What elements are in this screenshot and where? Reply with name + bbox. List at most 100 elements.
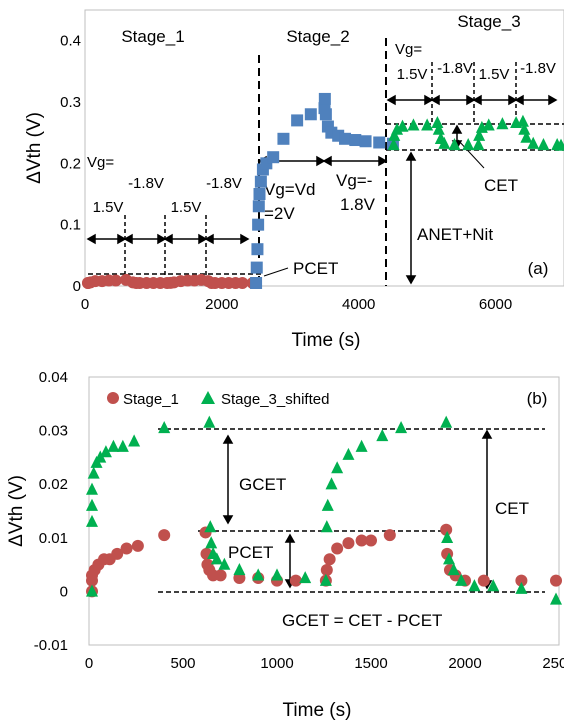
data-point-stage-2 [373, 136, 386, 149]
cet-label: CET [484, 176, 518, 195]
data-point-stage-1 [365, 534, 377, 547]
panel-a-ylabel: ΔVth (V) [24, 112, 45, 184]
data-point-stage-1 [477, 574, 490, 587]
stage-2-bias-2b: 1.8V [340, 195, 376, 214]
data-point-stage-1 [109, 274, 122, 287]
panel-a-ytick-label: 0.3 [60, 94, 81, 111]
panel-b-xtick-label: 2500 [542, 655, 564, 672]
data-point-stage-3 [462, 138, 475, 151]
data-point-stage-3 [387, 138, 400, 151]
data-point-stage-1 [111, 547, 124, 560]
gcet-arrow [222, 434, 234, 525]
data-point-stage-2 [349, 134, 362, 147]
data-point-stage-3 [496, 117, 509, 130]
panel-a-ytick-label: 0.4 [60, 33, 81, 50]
data-point-stage-1 [120, 542, 133, 555]
data-point-stage-3 [482, 118, 495, 131]
data-point-stage-3-shifted [319, 573, 332, 586]
panel-b-series [86, 415, 562, 605]
data-point-stage-3-shifted [158, 421, 171, 434]
panel-b-ytick-label: 0.01 [39, 530, 68, 547]
pcet-leader [263, 267, 289, 277]
panel-b-ytick-label: 0.04 [39, 369, 68, 386]
data-point-stage-1 [383, 529, 396, 542]
panel-a-xtick-label: 4000 [342, 296, 375, 313]
panel-a-xtick-label: 2000 [205, 296, 238, 313]
data-point-stage-2 [250, 261, 263, 274]
data-point-stage-3 [472, 138, 485, 151]
panel-b-ylabel: ΔVth (V) [6, 475, 27, 547]
stage-1-bias-1: 1.5V [93, 199, 124, 216]
panel-b-ytick-label: 0.03 [39, 423, 68, 440]
panel-a-ytick-label: 0 [73, 278, 81, 295]
data-point-stage-3-shifted [376, 429, 389, 442]
anet-label: ANET+Nit [417, 225, 493, 244]
stage-3-bias-1: 1.5V [397, 66, 428, 83]
data-point-stage-2 [252, 218, 265, 231]
legend-marker-stage-3 [201, 391, 215, 404]
stage-3-bias-2: -1.8V [437, 60, 473, 77]
data-point-stage-3 [396, 119, 409, 132]
data-point-stage-3-shifted [321, 498, 334, 511]
data-point-stage-3 [438, 136, 451, 149]
stage-2-bias-2a: Vg=- [336, 171, 372, 190]
data-point-stage-2 [253, 188, 266, 200]
data-point-stage-3-shifted [447, 563, 460, 576]
data-point-stage-1 [320, 563, 333, 576]
data-point-stage-3 [391, 122, 404, 135]
panel-a-ytick-label: 0.2 [60, 155, 81, 172]
panel-b-label: (b) [527, 389, 548, 408]
data-point-stage-3-shifted [455, 573, 468, 586]
panel-a-xtick-label: 0 [81, 296, 89, 313]
data-point-stage-3-shifted [116, 439, 129, 452]
panel-b-xtick-label: 0 [85, 655, 93, 672]
data-point-stage-3-shifted [468, 579, 481, 592]
data-point-stage-2 [325, 126, 338, 139]
cet-label-b: CET [495, 499, 529, 518]
stage-2-label: Stage_2 [286, 27, 349, 46]
stage-2-bias-1a: Vg=Vd [264, 180, 316, 199]
data-point-stage-3-shifted [515, 581, 528, 594]
formula-label: GCET = CET - PCET [282, 611, 442, 630]
legend-label-stage-3: Stage_3_shifted [221, 391, 329, 408]
data-point-stage-1 [323, 553, 336, 566]
data-point-stage-3-shifted [331, 461, 344, 474]
data-point-stage-3-shifted [210, 552, 223, 565]
data-point-stage-3-shifted [218, 557, 231, 570]
stage-3-bias-4: -1.8V [520, 60, 556, 77]
legend-marker-stage-1 [107, 392, 119, 404]
panel-a-label: (a) [528, 259, 549, 278]
panel-a-ytick-label: 0.1 [60, 217, 81, 234]
panel-b-ytick-label: -0.01 [34, 637, 68, 654]
data-point-stage-2 [319, 108, 332, 121]
stage-1-bias-4: -1.8V [206, 175, 242, 192]
data-point-stage-3 [516, 114, 529, 127]
stage-1-bias-2: -1.8V [128, 175, 164, 192]
data-point-stage-3-shifted [441, 530, 454, 543]
stage-1-label: Stage_1 [121, 27, 184, 46]
stage-3-label: Stage_3 [457, 12, 520, 31]
data-point-stage-3 [421, 118, 434, 131]
data-point-stage-3-shifted [233, 563, 246, 576]
legend: Stage_1 Stage_3_shifted [107, 391, 329, 408]
data-point-stage-2 [291, 114, 304, 127]
data-point-stage-3 [518, 122, 531, 135]
data-point-stage-2 [250, 277, 263, 289]
stage-3-bias-3: 1.5V [479, 66, 510, 83]
data-point-stage-3-shifted [204, 520, 217, 533]
data-point-stage-3-shifted [107, 439, 120, 452]
panel-a: 0 0.1 0.2 0.3 0.4 0 2000 4000 6000 ΔVth (V) Tim… [24, 9, 564, 351]
data-point-stage-3-shifted [550, 592, 562, 605]
stage-1-bias-3: 1.5V [171, 199, 202, 216]
data-point-stage-3-shifted [325, 477, 338, 490]
data-point-stage-3-shifted [299, 571, 312, 584]
cet-leader [457, 139, 485, 169]
panel-a-xtick-label: 6000 [479, 296, 512, 313]
data-point-stage-2 [359, 135, 372, 148]
legend-label-stage-1: Stage_1 [123, 391, 179, 408]
data-point-stage-3-shifted [443, 552, 456, 565]
panel-b-ytick-label: 0.02 [39, 476, 68, 493]
panel-b-xtick-label: 1500 [354, 655, 387, 672]
data-point-stage-3-shifted [99, 445, 112, 458]
